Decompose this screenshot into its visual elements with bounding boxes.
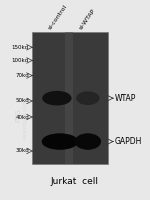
Ellipse shape (75, 134, 100, 149)
Text: PTG: PTG (15, 108, 21, 122)
Text: si-WTAP: si-WTAP (79, 7, 97, 30)
Text: GAPDH: GAPDH (115, 137, 142, 146)
Text: 70kd: 70kd (15, 73, 29, 78)
Text: 40kd: 40kd (15, 115, 29, 120)
Ellipse shape (43, 92, 71, 105)
Text: WTAP: WTAP (115, 94, 136, 103)
Bar (32, 32, 108, 164)
Text: Jurkat  cell: Jurkat cell (51, 177, 99, 186)
Text: 150kd: 150kd (12, 45, 29, 50)
Ellipse shape (42, 134, 77, 149)
Text: www.ptglab.com: www.ptglab.com (22, 99, 27, 140)
Ellipse shape (77, 92, 99, 104)
Text: 50kd: 50kd (15, 98, 29, 103)
Text: 100kd: 100kd (12, 58, 29, 63)
Bar (65, 32, 73, 164)
Text: 30kd: 30kd (15, 148, 29, 153)
Text: si-control: si-control (48, 3, 69, 30)
